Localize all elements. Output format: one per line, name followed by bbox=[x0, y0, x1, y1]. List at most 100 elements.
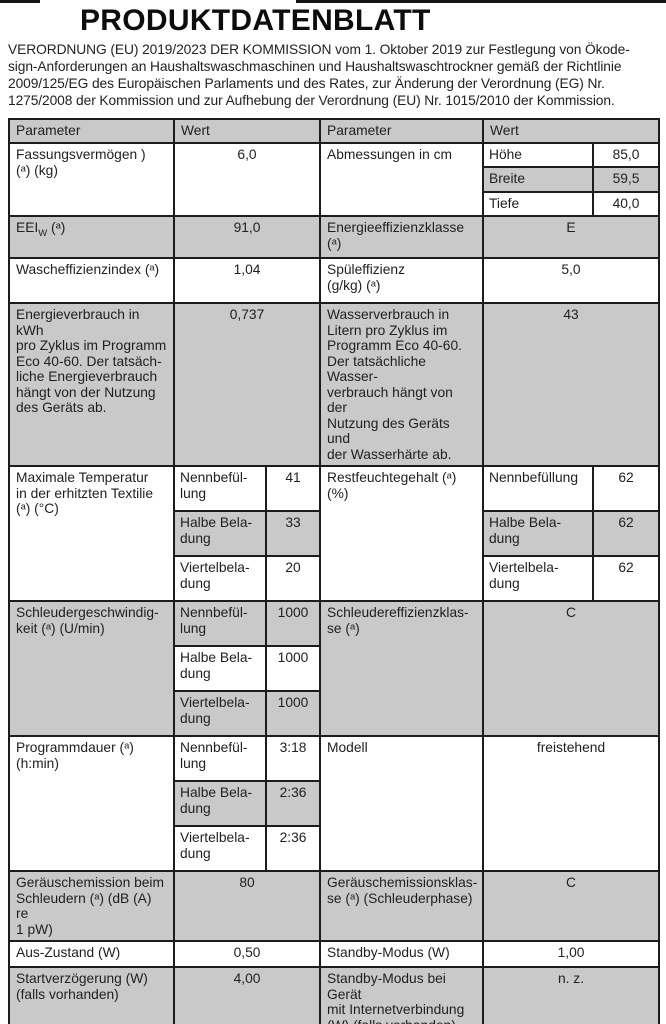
subrow: Breite 59,5 bbox=[484, 166, 658, 191]
load-subtable: Nennbefül- lung 41 Halbe Bela- dung 33 V… bbox=[173, 467, 319, 600]
subrow-value: 1000 bbox=[265, 692, 319, 735]
subrow-value: 20 bbox=[265, 557, 319, 600]
subrow-label: Halbe Bela- dung bbox=[180, 515, 253, 546]
subrow-value: 41 bbox=[265, 467, 319, 510]
subrow: Tiefe 40,0 bbox=[484, 190, 658, 215]
subrow: Viertelbela- dung 62 bbox=[484, 555, 658, 600]
value-cell: E bbox=[482, 217, 658, 257]
eei-subscript: W bbox=[38, 227, 48, 239]
subrow-value: 2:36 bbox=[265, 782, 319, 825]
eei-label: EEI bbox=[16, 220, 39, 235]
top-rule bbox=[0, 0, 666, 3]
subrow-label: Halbe Bela- dung bbox=[180, 785, 253, 816]
subrow: Nennbefüllung 62 bbox=[484, 467, 658, 510]
subrow-label: Halbe Bela- dung bbox=[489, 515, 562, 546]
subrow-label: Tiefe bbox=[489, 195, 520, 211]
subrow-label: Viertelbela- dung bbox=[180, 830, 250, 861]
table-row: EEIW (ᵃ) 91,0 Energieeffizienzklasse (ᵃ)… bbox=[10, 215, 658, 257]
table-row: Fassungsvermögen ) (ᵃ) (kg) 6,0 Abmessun… bbox=[10, 142, 658, 215]
table-row: Energieverbrauch in kWh pro Zyklus im Pr… bbox=[10, 302, 658, 465]
subrow-label: Nennbefül- lung bbox=[180, 470, 248, 501]
table-row: Startverzögerung (W) (falls vorhanden) 4… bbox=[10, 966, 658, 1024]
param-cell: Geräuschemission beim Schleudern (ᵃ) (dB… bbox=[16, 875, 164, 937]
param-cell: Maximale Temperatur in der erhitzten Tex… bbox=[16, 470, 154, 516]
load-subtable: Nennbefül- lung 1000 Halbe Bela- dung 10… bbox=[173, 602, 319, 735]
subrow-value: 33 bbox=[265, 512, 319, 555]
subrow: Halbe Bela- dung 1000 bbox=[175, 645, 319, 690]
value-cell: 43 bbox=[482, 304, 658, 465]
subrow-value: 3:18 bbox=[265, 737, 319, 780]
table-row: Aus-Zustand (W) 0,50 Standby-Modus (W) 1… bbox=[10, 940, 658, 966]
subrow: Viertelbela- dung 2:36 bbox=[175, 825, 319, 870]
subrow-value: 62 bbox=[592, 467, 658, 510]
subrow-label: Breite bbox=[489, 171, 526, 187]
param-cell: Restfeuchtegehalt (ᵃ) (%) bbox=[319, 467, 482, 600]
footnote-marker: (ᵃ) bbox=[47, 220, 66, 235]
subrow-label: Viertelbela- dung bbox=[180, 695, 250, 726]
subrow-value: 62 bbox=[592, 512, 658, 555]
subrow-label: Viertelbela- dung bbox=[180, 560, 250, 591]
table-header-row: Parameter Wert Parameter Wert bbox=[10, 120, 658, 142]
param-cell: Geräuschemissionsklas- se (ᵃ) (Schleuder… bbox=[319, 872, 482, 940]
subrow: Halbe Bela- dung 2:36 bbox=[175, 780, 319, 825]
subrow-value: 85,0 bbox=[592, 144, 658, 167]
subrow-label: Nennbefül- lung bbox=[180, 605, 248, 636]
subrow-label: Halbe Bela- dung bbox=[180, 650, 253, 681]
subrow: Nennbefül- lung 1000 bbox=[175, 602, 319, 645]
table-row: Programmdauer (ᵃ) (h:min) Nennbefül- lun… bbox=[10, 735, 658, 870]
product-data-table: Parameter Wert Parameter Wert Fassungsve… bbox=[8, 118, 660, 1024]
page-title: PRODUKTDATENBLATT bbox=[80, 4, 431, 37]
column-header: Parameter bbox=[16, 123, 81, 138]
subrow: Halbe Bela- dung 33 bbox=[175, 510, 319, 555]
subrow-label: Nennbefüllung bbox=[489, 470, 578, 485]
subrow-value: 1000 bbox=[265, 647, 319, 690]
param-cell: Schleudereffizienzklas- se (ᵃ) bbox=[319, 602, 482, 735]
param-cell: Standby-Modus bei Gerät mit Internetverb… bbox=[319, 968, 482, 1024]
param-cell: Programmdauer (ᵃ) (h:min) bbox=[16, 740, 134, 771]
param-cell: EEIW (ᵃ) bbox=[10, 217, 173, 257]
regulation-text: VERORDNUNG (EU) 2019/2023 DER KOMMISSION… bbox=[8, 42, 630, 108]
value-cell: 1,04 bbox=[173, 259, 319, 302]
subrow: Höhe 85,0 bbox=[484, 144, 658, 167]
param-cell: Energieeffizienzklasse (ᵃ) bbox=[319, 217, 482, 257]
value-cell: 91,0 bbox=[173, 217, 319, 257]
subrow-value: 1000 bbox=[265, 602, 319, 645]
param-cell: Schleudergeschwindig- keit (ᵃ) (U/min) bbox=[16, 605, 159, 636]
value-cell: 0,50 bbox=[173, 942, 319, 966]
subrow-label: Nennbefül- lung bbox=[180, 740, 248, 771]
value-cell: 6,0 bbox=[173, 144, 319, 215]
value-cell: 80 bbox=[173, 872, 319, 940]
column-header: Wert bbox=[173, 120, 319, 142]
subrow-value: 40,0 bbox=[592, 192, 658, 215]
subrow: Nennbefül- lung 41 bbox=[175, 467, 319, 510]
param-cell: Wascheffizienzindex (ᵃ) bbox=[16, 262, 160, 277]
subrow: Nennbefül- lung 3:18 bbox=[175, 737, 319, 780]
subrow: Viertelbela- dung 20 bbox=[175, 555, 319, 600]
subrow-value: 59,5 bbox=[592, 168, 658, 191]
param-cell: Spüleffizienz (g/kg) (ᵃ) bbox=[319, 259, 482, 302]
value-cell: C bbox=[482, 602, 658, 735]
value-cell: n. z. bbox=[482, 968, 658, 1024]
value-cell: freistehend bbox=[482, 737, 658, 870]
column-header: Parameter bbox=[319, 120, 482, 142]
value-cell: 5,0 bbox=[482, 259, 658, 302]
column-header: Wert bbox=[482, 120, 658, 142]
subrow: Halbe Bela- dung 62 bbox=[484, 510, 658, 555]
value-cell: C bbox=[482, 872, 658, 940]
param-cell: Fassungsvermögen ) (ᵃ) (kg) bbox=[16, 147, 146, 178]
param-cell: Modell bbox=[319, 737, 482, 870]
param-cell: Startverzögerung (W) (falls vorhanden) bbox=[16, 971, 148, 1002]
table-row: Maximale Temperatur in der erhitzten Tex… bbox=[10, 465, 658, 600]
value-cell: 1,00 bbox=[482, 942, 658, 966]
dimension-subtable: Höhe 85,0 Breite 59,5 Tiefe 40,0 bbox=[482, 144, 658, 215]
subrow-value: 2:36 bbox=[265, 827, 319, 870]
subrow-label: Höhe bbox=[489, 147, 522, 162]
param-cell: Energieverbrauch in kWh pro Zyklus im Pr… bbox=[16, 307, 167, 415]
subrow: Viertelbela- dung 1000 bbox=[175, 690, 319, 735]
value-cell: 4,00 bbox=[173, 968, 319, 1024]
subrow-label: Viertelbela- dung bbox=[489, 560, 559, 591]
subrow-value: 62 bbox=[592, 557, 658, 600]
load-subtable: Nennbefüllung 62 Halbe Bela- dung 62 Vie… bbox=[482, 467, 658, 600]
param-cell: Aus-Zustand (W) bbox=[16, 945, 121, 960]
